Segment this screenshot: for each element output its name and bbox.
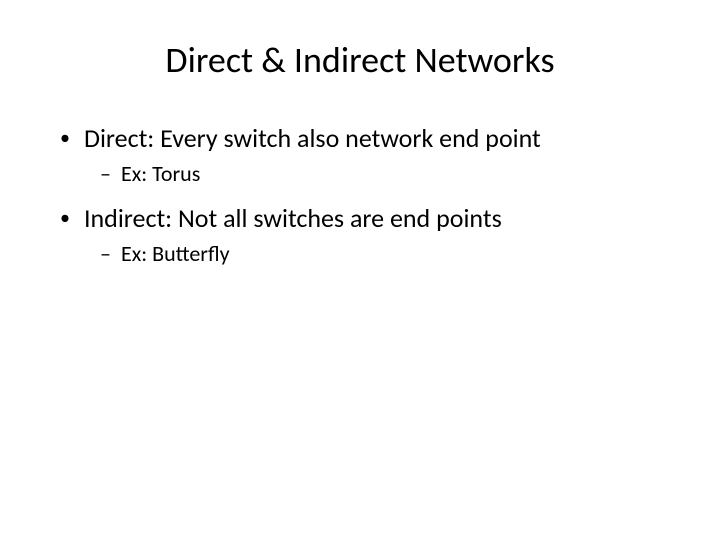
bullet-marker-icon: –	[100, 240, 111, 268]
bullet-marker-icon: •	[60, 122, 70, 154]
slide-title: Direct & Indirect Networks	[40, 38, 680, 82]
bullet-text: Direct: Every switch also network end po…	[84, 122, 541, 154]
bullet-subitem: – Ex: Torus	[100, 160, 680, 188]
bullet-item: • Indirect: Not all switches are end poi…	[60, 202, 680, 234]
bullet-marker-icon: •	[60, 202, 70, 234]
bullet-text: Ex: Torus	[121, 160, 200, 187]
slide-container: Direct & Indirect Networks • Direct: Eve…	[0, 0, 720, 540]
bullet-text: Ex: Butterfly	[121, 240, 230, 267]
bullet-text: Indirect: Not all switches are end point…	[84, 202, 502, 234]
bullet-marker-icon: –	[100, 160, 111, 188]
bullet-item: • Direct: Every switch also network end …	[60, 122, 680, 154]
bullet-subitem: – Ex: Butterfly	[100, 240, 680, 268]
